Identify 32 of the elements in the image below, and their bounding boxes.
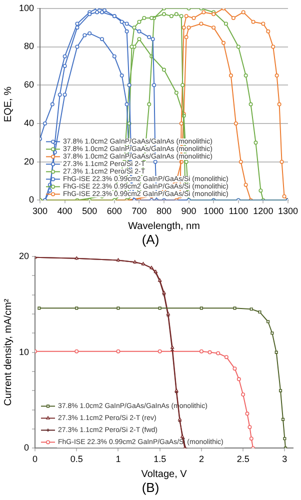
y-tick-label: 60 bbox=[24, 80, 34, 90]
y-tick-label: 80 bbox=[24, 41, 34, 52]
x-tick-label: 400 bbox=[57, 206, 72, 216]
y-tick-label: 20 bbox=[18, 250, 30, 261]
x-tick-label: 2.5 bbox=[236, 454, 250, 464]
x-axis-title: Wavelength, nm bbox=[128, 220, 200, 232]
x-tick-label: 800 bbox=[156, 206, 172, 216]
y-tick-label: 0 bbox=[24, 442, 30, 453]
x-tick-label: 700 bbox=[132, 206, 147, 216]
x-tick-label: 1100 bbox=[228, 206, 248, 216]
text: (A) bbox=[140, 232, 160, 248]
y-tick-label: 40 bbox=[24, 118, 34, 128]
x-tick-label: 300 bbox=[32, 206, 48, 216]
y-axis-title: Current density, mA/cm² bbox=[2, 298, 14, 406]
x-tick-label: 2 bbox=[198, 454, 204, 464]
x-tick-label: 1300 bbox=[278, 206, 298, 216]
x-tick-label: 900 bbox=[181, 206, 196, 216]
y-tick-label: 20 bbox=[24, 156, 34, 166]
y-axis-title: EQE, % bbox=[2, 86, 14, 122]
text: (B) bbox=[140, 480, 160, 496]
x-axis-title: Voltage, V bbox=[141, 468, 188, 480]
x-tick-label: 500 bbox=[82, 206, 98, 216]
x-tick-label: 1.5 bbox=[154, 454, 166, 464]
x-tick-label: 0.5 bbox=[70, 454, 83, 464]
x-tick-label: 1000 bbox=[204, 206, 224, 216]
y-tick-label: 10 bbox=[18, 346, 30, 357]
y-tick-label: 100 bbox=[18, 2, 34, 13]
y-tick-label: 0 bbox=[29, 194, 34, 205]
x-tick-label: 1 bbox=[116, 454, 121, 464]
x-tick-label: 3 bbox=[282, 454, 288, 464]
x-tick-label: 1200 bbox=[253, 206, 274, 216]
x-tick-label: 600 bbox=[106, 206, 122, 216]
